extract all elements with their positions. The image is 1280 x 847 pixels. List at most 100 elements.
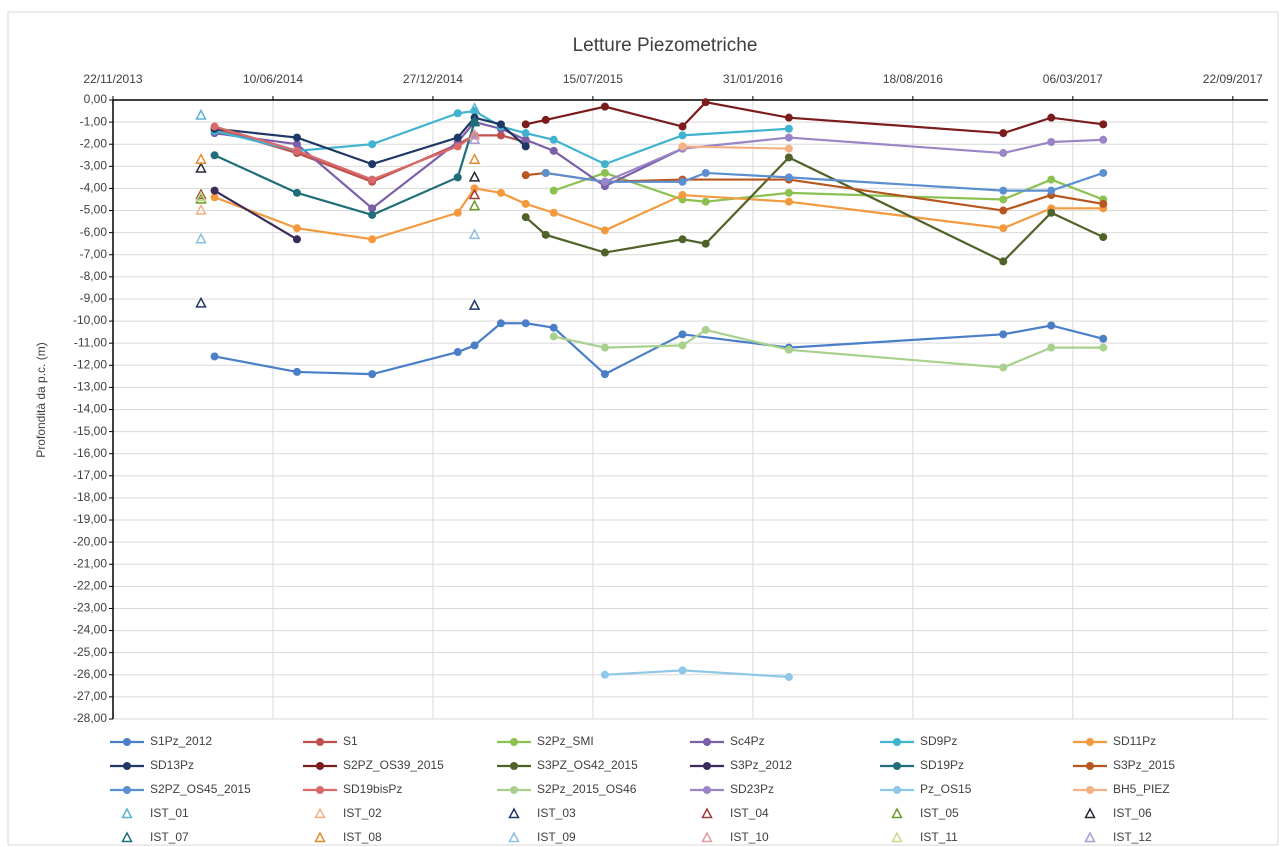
data-point bbox=[999, 224, 1008, 233]
series-line bbox=[214, 187, 1104, 241]
data-point bbox=[210, 193, 219, 202]
data-point bbox=[1099, 168, 1108, 177]
legend-swatch bbox=[510, 762, 518, 770]
y-axis-label: Profondità da p.c. (m) bbox=[34, 342, 48, 457]
legend-label: IST_08 bbox=[343, 830, 382, 844]
y-tick-label: -18,00 bbox=[73, 490, 107, 504]
data-point bbox=[1099, 120, 1108, 129]
data-point bbox=[701, 325, 710, 334]
data-point bbox=[195, 108, 207, 120]
legend-label: Sc4Pz bbox=[730, 734, 765, 748]
data-point bbox=[600, 102, 609, 111]
data-point bbox=[600, 370, 609, 379]
data-point bbox=[600, 343, 609, 352]
y-tick-label: -7,00 bbox=[80, 247, 108, 261]
data-point bbox=[678, 177, 687, 186]
data-point bbox=[496, 120, 505, 129]
legend-label: S2PZ_OS45_2015 bbox=[150, 782, 251, 796]
data-point bbox=[549, 146, 558, 155]
data-point bbox=[453, 208, 462, 217]
legend-swatch bbox=[893, 786, 901, 794]
y-tick-label: -1,00 bbox=[80, 114, 108, 128]
data-point bbox=[1099, 199, 1108, 208]
series-line bbox=[604, 136, 1104, 183]
legend-swatch bbox=[701, 831, 713, 843]
data-point bbox=[210, 122, 219, 131]
y-tick-label: -19,00 bbox=[73, 512, 107, 526]
data-point bbox=[292, 367, 301, 376]
legend-swatch bbox=[123, 738, 131, 746]
data-point bbox=[678, 142, 687, 151]
data-point bbox=[549, 208, 558, 217]
y-tick-label: -9,00 bbox=[80, 291, 108, 305]
y-tick-label: -26,00 bbox=[73, 667, 107, 681]
data-point bbox=[999, 257, 1008, 266]
legend-label: IST_09 bbox=[537, 830, 576, 844]
data-point bbox=[678, 122, 687, 131]
legend-swatch bbox=[314, 807, 326, 819]
data-point bbox=[368, 160, 377, 169]
y-tick-label: -4,00 bbox=[80, 181, 108, 195]
data-point bbox=[784, 124, 793, 133]
series-line bbox=[214, 322, 1104, 376]
x-tick-label: 10/06/2014 bbox=[243, 72, 303, 86]
legend-swatch bbox=[510, 738, 518, 746]
data-point bbox=[468, 199, 481, 211]
data-point bbox=[368, 204, 377, 213]
data-point bbox=[368, 370, 377, 379]
chart-title: Letture Piezometriche bbox=[573, 35, 758, 56]
data-point bbox=[701, 197, 710, 206]
legend-swatch bbox=[121, 831, 133, 843]
y-tick-label: -27,00 bbox=[73, 689, 107, 703]
data-point bbox=[1099, 233, 1108, 242]
y-tick-label: -17,00 bbox=[73, 468, 107, 482]
data-point bbox=[678, 330, 687, 339]
data-point bbox=[701, 239, 710, 248]
data-point bbox=[496, 188, 505, 197]
y-tick-label: -28,00 bbox=[73, 711, 107, 725]
y-tick-label: -8,00 bbox=[80, 269, 108, 283]
legend-label: IST_07 bbox=[150, 830, 189, 844]
data-point bbox=[453, 348, 462, 357]
data-point bbox=[453, 142, 462, 151]
legend-swatch bbox=[1084, 807, 1096, 819]
data-point bbox=[999, 195, 1008, 204]
data-point bbox=[1047, 343, 1056, 352]
data-point bbox=[678, 235, 687, 244]
data-point bbox=[999, 206, 1008, 215]
legend-swatch bbox=[701, 807, 713, 819]
data-point bbox=[999, 129, 1008, 138]
data-point bbox=[600, 670, 609, 679]
legend-label: SD9Pz bbox=[920, 734, 957, 748]
data-point bbox=[195, 161, 207, 173]
legend-label: IST_11 bbox=[920, 830, 958, 844]
data-point bbox=[521, 135, 530, 144]
data-point bbox=[468, 153, 481, 164]
legend-swatch bbox=[508, 807, 520, 819]
legend-swatch bbox=[1086, 762, 1094, 770]
data-point bbox=[292, 146, 301, 155]
data-point bbox=[1047, 113, 1056, 122]
data-point bbox=[600, 248, 609, 257]
data-point bbox=[600, 226, 609, 235]
legend-label: S3Pz_2015 bbox=[1113, 758, 1175, 772]
legend-swatch bbox=[893, 738, 901, 746]
legend-label: IST_12 bbox=[1113, 830, 1152, 844]
data-point bbox=[470, 184, 479, 193]
legend-swatch bbox=[703, 786, 711, 794]
legend-swatch bbox=[1086, 738, 1094, 746]
x-tick-label: 06/03/2017 bbox=[1043, 72, 1103, 86]
data-point bbox=[784, 173, 793, 182]
x-tick-label: 22/09/2017 bbox=[1203, 72, 1263, 86]
data-point bbox=[521, 129, 530, 138]
data-point bbox=[195, 192, 207, 204]
data-point bbox=[784, 197, 793, 206]
legend-label: S2Pz_SMI bbox=[537, 734, 594, 748]
data-point bbox=[701, 168, 710, 177]
legend-label: BH5_PIEZ bbox=[1113, 782, 1170, 796]
data-point bbox=[453, 173, 462, 182]
data-point bbox=[195, 203, 207, 215]
y-tick-label: -20,00 bbox=[73, 534, 107, 548]
legend-label: S2Pz_2015_OS46 bbox=[537, 782, 637, 796]
